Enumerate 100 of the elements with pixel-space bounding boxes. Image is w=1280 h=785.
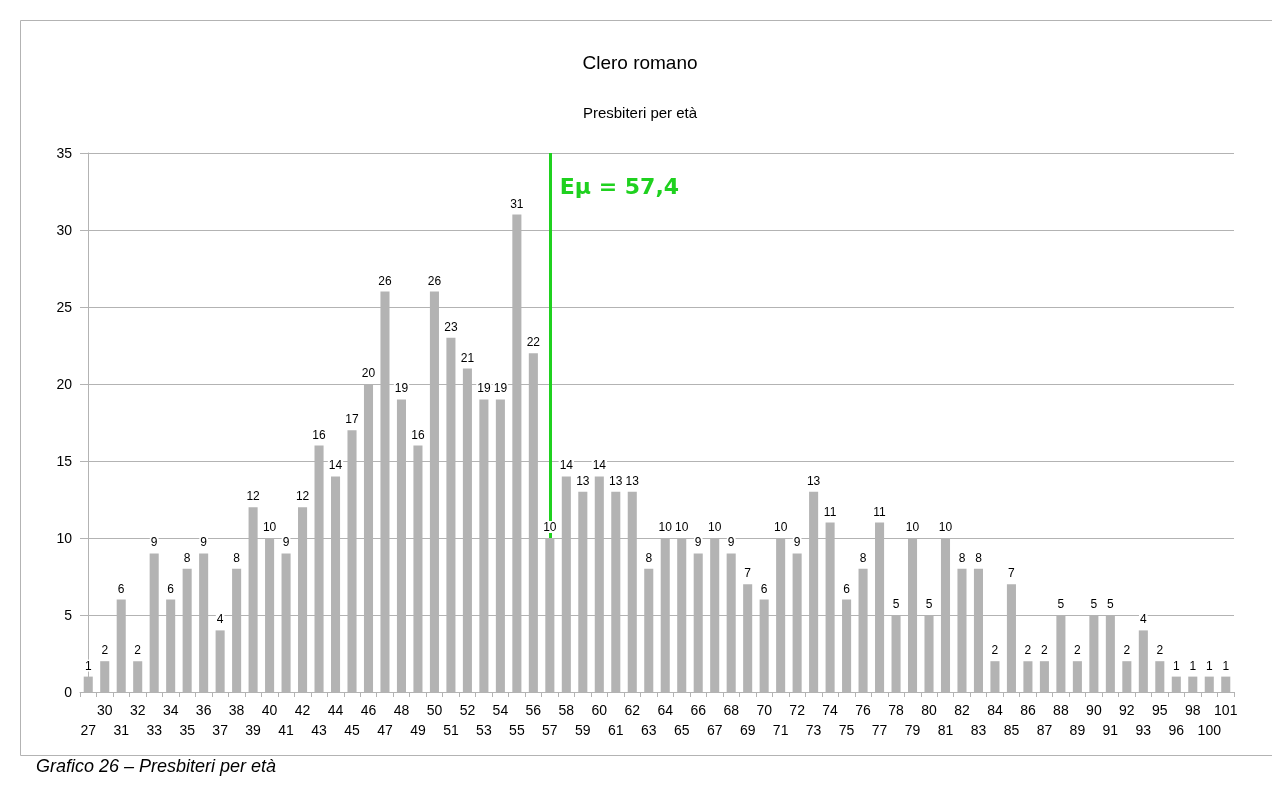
data-label: 31 [510,196,524,211]
data-label: 5 [892,597,900,611]
bar [1155,661,1165,692]
x-tick-label: 98 [1185,702,1201,718]
x-tick-label: 37 [212,722,229,738]
x-tick-label: 34 [162,702,179,718]
data-label: 13 [576,473,590,488]
x-tick-label: 57 [542,722,558,738]
x-tick-label: 60 [591,702,608,718]
data-label: 2 [134,643,142,658]
x-tick-label: 65 [673,722,690,738]
bar [215,630,225,692]
x-tick-label: 38 [228,702,245,718]
data-label: 1 [1189,658,1197,673]
data-label: 4 [1139,612,1147,627]
chart-title: Clero romano [582,52,698,73]
data-label: 4 [216,612,224,627]
data-label: 23 [444,319,458,334]
text: Grafico 26 – Presbiteri per età [36,756,277,776]
data-label: 1 [1222,658,1230,673]
x-tick-label: 42 [294,702,311,718]
ref-line-label: Eμ = 57,4 [559,173,680,199]
x-tick-label: 55 [509,722,525,738]
x-tick-label: 101 [1214,702,1238,718]
bar [1204,676,1214,692]
x-tick-label: 74 [822,702,839,718]
x-tick-label: 51 [443,722,459,738]
bar [1072,661,1082,692]
data-label: 16 [411,427,425,442]
x-tick-label: 43 [311,722,328,738]
bar [1122,661,1132,692]
x-tick-label: 39 [245,722,262,738]
data-label: 9 [793,535,801,550]
bar [133,661,143,692]
x-tick-label: 70 [756,702,773,718]
x-tick-label: 79 [904,722,921,738]
x-tick-label: 48 [393,702,410,718]
x-tick-label: 87 [1036,722,1053,738]
chart-subtitle: Presbiteri per età [582,104,698,121]
x-tick-label: 96 [1168,722,1185,738]
x-tick-label: 76 [855,702,872,718]
y-tick-label: 20 [56,376,73,392]
data-label: 19 [394,381,409,396]
x-tick-label: 46 [360,702,377,718]
x-tick-label: 84 [987,702,1003,718]
data-label: 21 [460,350,475,365]
x-tick-label: 85 [1003,722,1020,738]
bar [1138,630,1148,692]
x-tick-label: 95 [1152,702,1168,718]
x-tick-label: 63 [640,722,657,738]
x-tick-label: 91 [1102,722,1119,738]
x-tick-label: 27 [80,722,97,738]
x-tick-label: 82 [954,702,970,718]
x-tick-label: 62 [624,702,641,718]
x-tick-label: 75 [838,722,855,738]
data-label: 16 [312,427,327,442]
data-label: 19 [477,381,491,396]
bar [1039,661,1049,692]
data-label: 10 [262,520,277,534]
y-tick-label: 0 [64,684,73,700]
data-label: 13 [625,473,640,488]
data-label: 26 [378,273,392,288]
data-label: 5 [1057,597,1065,611]
data-label: 20 [361,366,376,380]
x-tick-label: 77 [871,722,888,738]
data-label: 9 [694,535,702,550]
x-tick-label: 73 [805,722,822,738]
data-label: 12 [295,489,310,504]
x-tick-label: 83 [970,722,987,738]
x-tick-label: 45 [344,722,361,738]
x-tick-label: 67 [706,722,723,738]
data-label: 2 [1123,643,1131,658]
data-label: 7 [744,566,752,581]
x-tick-label: 93 [1135,722,1152,738]
x-tick-label: 61 [608,722,624,738]
data-label: 1 [1205,658,1213,673]
data-label: 2 [1156,643,1164,658]
data-label: 6 [843,581,851,596]
x-tick-label: 36 [195,702,212,718]
data-label: 6 [760,581,768,596]
y-tick-label: 35 [56,145,73,161]
x-tick-label: 44 [327,702,344,718]
x-tick-label: 30 [96,702,113,718]
data-label: 5 [925,597,933,611]
x-tick-label: 54 [492,702,509,718]
data-label: 8 [645,550,653,565]
data-label: 8 [975,550,983,565]
x-tick-label: 58 [558,702,575,718]
data-label: 1 [1172,658,1180,673]
x-tick-label: 100 [1197,722,1222,738]
data-label: 2 [991,643,999,658]
data-label: 8 [859,550,867,565]
x-tick-label: 90 [1086,702,1102,718]
x-tick-label: 89 [1069,722,1086,738]
data-label: 22 [526,335,541,350]
x-tick-label: 78 [888,702,905,718]
data-label: 13 [806,473,821,488]
y-tick-label: 30 [56,222,73,238]
data-label: 8 [233,550,241,565]
bar [1171,676,1181,692]
